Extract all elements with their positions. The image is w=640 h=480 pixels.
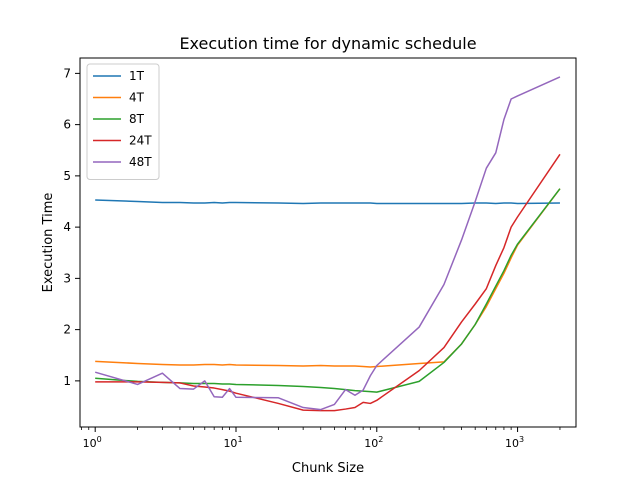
legend-label-8t: 8T (129, 112, 145, 126)
y-axis-ticks: 1 2 3 4 5 6 7 (63, 66, 80, 388)
legend-box (86, 63, 160, 180)
series-line-8t (95, 188, 561, 393)
plot-lines (94, 76, 561, 412)
y-tick-label: 5 (63, 169, 71, 183)
legend-label-1t: 1T (129, 69, 145, 83)
y-tick-label: 4 (63, 220, 71, 234)
series-line-1t (95, 199, 560, 205)
legend-label-4t: 4T (129, 91, 145, 105)
legend: 1T 4T 8T 24T 48T (86, 63, 160, 180)
x-tick-label: 100 (83, 435, 102, 450)
legend-label-48t: 48T (129, 155, 152, 169)
axes-frame (79, 57, 577, 428)
y-tick-label: 7 (63, 66, 71, 80)
y-tick-label: 6 (63, 118, 71, 132)
x-tick-label: 102 (364, 435, 383, 450)
x-axis-label: Chunk Size (292, 461, 364, 476)
y-tick-label: 2 (63, 323, 71, 337)
y-tick-label: 1 (63, 374, 71, 388)
x-tick-label: 103 (505, 435, 524, 450)
series-line-4t (95, 188, 561, 368)
series-line-24t (95, 153, 561, 412)
y-tick-label: 3 (63, 271, 71, 285)
x-axis-ticks: 100 101 102 103 (81, 427, 561, 450)
y-axis-label: Execution Time (41, 193, 56, 293)
chart-title: Execution time for dynamic schedule (179, 34, 476, 53)
legend-label-24t: 24T (129, 134, 152, 148)
x-tick-label: 101 (223, 435, 242, 450)
series-line-48t (94, 76, 561, 411)
